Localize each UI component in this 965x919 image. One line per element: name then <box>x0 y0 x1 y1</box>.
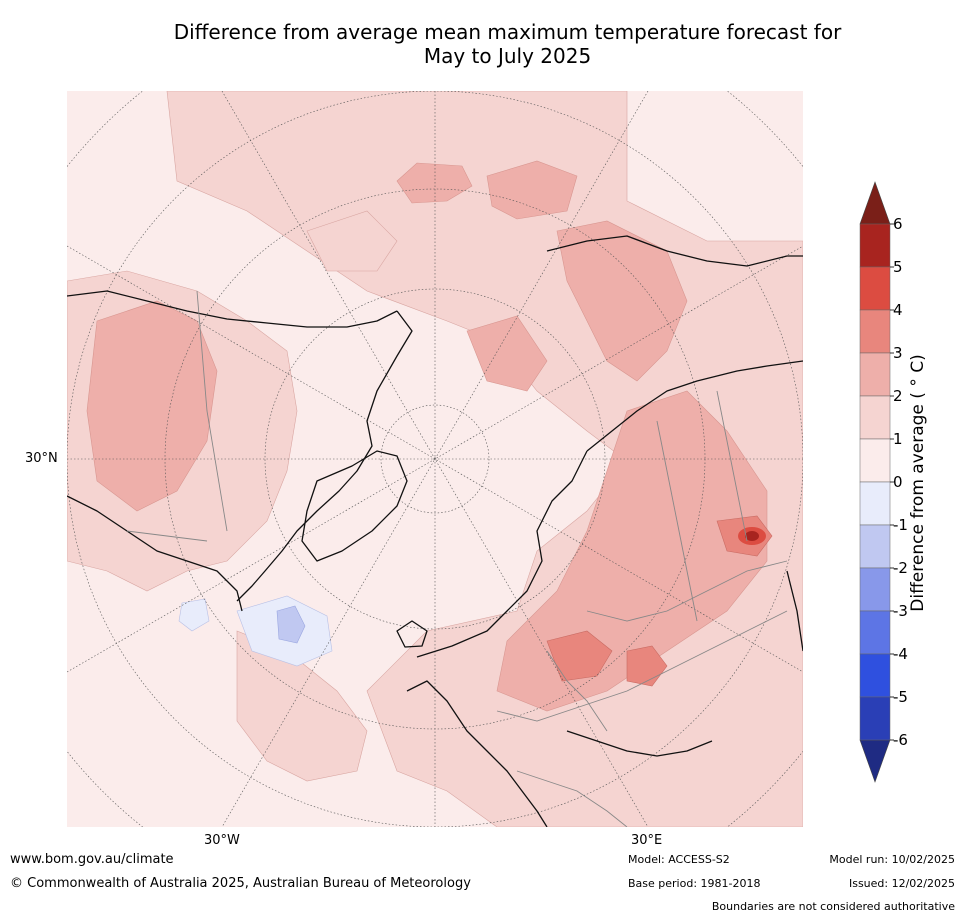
colorbar-tick-label: -1 <box>893 516 908 534</box>
colorbar-tick-label: 2 <box>893 387 903 405</box>
region-black-sea <box>546 630 613 682</box>
label-30w: 30°W <box>204 833 240 848</box>
coastline-greenland <box>301 450 408 562</box>
footer-website[interactable]: www.bom.gov.au/climate <box>10 852 174 867</box>
colorbar-tick-label: -6 <box>893 731 908 749</box>
colorbar-tick-label: 1 <box>893 430 903 448</box>
anomaly-2-3-regions <box>86 160 768 712</box>
colorbar-bin <box>859 309 891 354</box>
coastline-western-europe <box>406 680 548 827</box>
coastline-labrador <box>236 310 413 602</box>
footer-disclaimer: Boundaries are not considered authoritat… <box>711 900 955 913</box>
region-greenland-east <box>306 210 398 272</box>
colorbar-bin <box>859 653 891 698</box>
region-north-pacific <box>236 630 368 782</box>
coastlines <box>67 235 803 827</box>
colorbar-bin <box>859 395 891 440</box>
coastline-black-sea <box>566 730 713 757</box>
colorbar-tick-label: 6 <box>893 215 903 233</box>
colorbar-tick-label: 0 <box>893 473 903 491</box>
colorbar-under-triangle <box>859 739 891 783</box>
colorbar-label: Difference from average ( ° C) <box>908 354 928 612</box>
map-svg <box>67 91 803 827</box>
colorbar-tick-label: -5 <box>893 688 908 706</box>
region-barents-a <box>396 162 473 204</box>
forecast-map[interactable] <box>67 91 803 827</box>
colorbar-over-triangle <box>859 181 891 225</box>
coastline-iceland <box>396 620 428 648</box>
region-ural <box>556 220 688 382</box>
anomaly-hotspot <box>738 527 766 545</box>
colorbar-bin <box>859 696 891 741</box>
title-line-2: May to July 2025 <box>423 44 592 68</box>
footer-copyright: © Commonwealth of Australia 2025, Austra… <box>10 876 471 891</box>
colorbar-bin <box>859 266 891 311</box>
footer-model: Model: ACCESS-S2 <box>628 853 730 866</box>
coastline-far-east <box>546 235 803 267</box>
country-borders <box>126 290 788 827</box>
region-scandinavia <box>466 315 548 392</box>
coastline-siberia <box>586 360 803 452</box>
label-30e: 30°E <box>631 833 663 848</box>
colorbar-tick-label: -3 <box>893 602 908 620</box>
latitude-circle-60 <box>264 288 606 630</box>
coastline-east-asia <box>786 570 803 652</box>
colorbar-bin <box>859 438 891 483</box>
footer-issued: Issued: 12/02/2025 <box>848 877 955 890</box>
coastline-north-america-arctic <box>67 290 398 328</box>
colorbar-bin <box>859 524 891 569</box>
footer-model-run: Model run: 10/02/2025 <box>829 853 955 866</box>
colorbar-bin <box>859 567 891 612</box>
latitude-circle-80 <box>380 404 490 514</box>
border-europe-asia <box>496 610 788 722</box>
colorbar-bin <box>859 352 891 397</box>
colorbar-tick-label: 3 <box>893 344 903 362</box>
colorbar-tick-label: -2 <box>893 559 908 577</box>
colorbar-tick-label: 4 <box>893 301 903 319</box>
region-central-asia <box>496 390 768 712</box>
colorbar-tick-label: -4 <box>893 645 908 663</box>
region-canada <box>86 300 218 512</box>
label-30n: 30°N <box>25 451 58 466</box>
title-line-1: Difference from average mean maximum tem… <box>173 20 842 44</box>
anomaly-negative-regions <box>178 595 333 667</box>
footer-base-period: Base period: 1981-2018 <box>628 877 761 890</box>
colorbar: 6 5 4 3 2 1 0 -1 -2 -3 -4 -5 -6 <box>859 181 908 783</box>
colorbar-bin <box>859 610 891 655</box>
region-barents-b <box>486 160 578 220</box>
page-title: Difference from average mean maximum tem… <box>60 20 955 68</box>
colorbar-bin <box>859 223 891 268</box>
colorbar-bin <box>859 481 891 526</box>
colorbar-tick-label: 5 <box>893 258 903 276</box>
coastline-scandinavia <box>416 450 588 658</box>
coastline-pacific <box>67 495 243 612</box>
graticule <box>67 91 803 827</box>
